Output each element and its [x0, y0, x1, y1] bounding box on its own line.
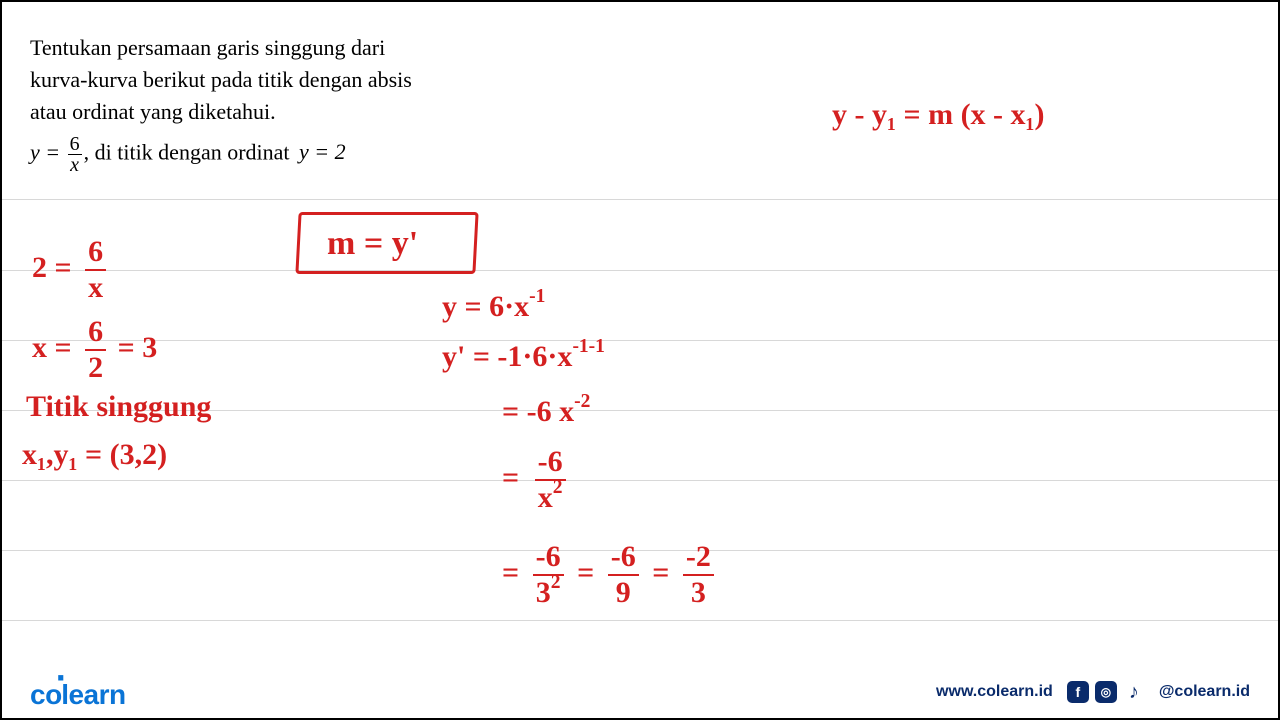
- instagram-icon: ◎: [1095, 681, 1117, 703]
- footer: co·learn www.colearn.id f ◎ ♪ @colearn.i…: [2, 666, 1278, 718]
- brand-logo: co·learn: [30, 671, 126, 713]
- question-line-1: Tentukan persamaan garis singgung dari: [30, 32, 490, 64]
- question-text: Tentukan persamaan garis singgung dari k…: [30, 32, 490, 175]
- footer-right: www.colearn.id f ◎ ♪ @colearn.id: [936, 681, 1250, 703]
- question-equation: y = 6 x , di titik dengan ordinat y = 2: [30, 134, 490, 175]
- social-icons: f ◎ ♪: [1067, 681, 1145, 703]
- tiktok-icon: ♪: [1123, 681, 1145, 703]
- social-handle: @colearn.id: [1159, 683, 1250, 701]
- hand-tangent-point: x₁,y₁ = (3,2): [22, 440, 167, 470]
- hand-m-equals-yprime: m = y': [327, 227, 418, 261]
- question-line-2: kurva-kurva berikut pada titik dengan ab…: [30, 64, 490, 96]
- hand-yprime-4: = -6 32 = -6 9 = -2 3: [502, 542, 714, 608]
- hand-solve-x: x = 6 2 = 3: [32, 317, 157, 383]
- question-line-3: atau ordinat yang diketahui.: [30, 96, 490, 128]
- hand-tangent-line-formula: y - y₁ = m (x - x₁): [832, 100, 1045, 130]
- hand-yprime-3: = -6 x2: [502, 447, 566, 513]
- footer-url: www.colearn.id: [936, 683, 1053, 701]
- facebook-icon: f: [1067, 681, 1089, 703]
- hand-eq-2-equals: 2 = 6 x: [32, 237, 106, 303]
- hand-y-def: y = 6·x-1: [442, 292, 545, 322]
- hand-yprime-1: y' = -1·6·x-1-1: [442, 342, 605, 372]
- hand-yprime-2: = -6 x-2: [502, 397, 590, 427]
- hand-tangent-point-label: Titik singgung: [26, 392, 211, 422]
